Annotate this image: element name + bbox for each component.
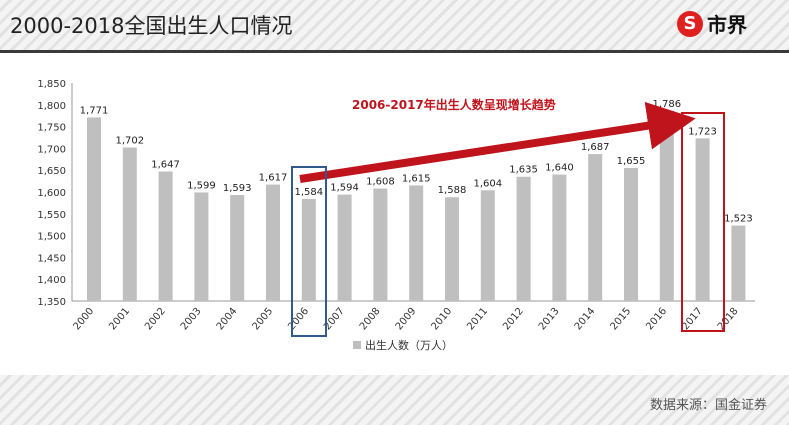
y-tick-label: 1,400 xyxy=(37,275,66,286)
y-tick-label: 1,350 xyxy=(37,297,66,308)
data-label-2003: 1,599 xyxy=(187,180,216,191)
y-tick-label: 1,500 xyxy=(37,232,66,243)
data-label-2007: 1,594 xyxy=(330,183,359,194)
data-label-2013: 1,640 xyxy=(545,163,574,174)
x-tick-label: 2017 xyxy=(680,306,705,333)
logo-icon: S xyxy=(677,10,703,37)
bar-2003 xyxy=(194,192,209,301)
x-tick-label: 2000 xyxy=(72,306,97,333)
bar-2000 xyxy=(87,117,101,301)
footer-bar xyxy=(0,375,789,425)
y-tick-label: 1,550 xyxy=(37,210,66,221)
x-tick-label: 2013 xyxy=(537,306,562,333)
legend-swatch xyxy=(353,341,361,349)
y-tick-label: 1,850 xyxy=(37,79,66,90)
bar-2005 xyxy=(266,184,280,301)
data-label-2011: 1,604 xyxy=(473,178,502,189)
data-label-2016: 1,786 xyxy=(652,99,681,110)
logo: S 市界 xyxy=(677,9,747,38)
data-label-2015: 1,655 xyxy=(617,156,646,167)
highlight-box-2006 xyxy=(291,166,327,337)
data-label-2018: 1,523 xyxy=(724,214,753,225)
bar-2015 xyxy=(624,168,638,301)
x-tick-label: 2010 xyxy=(430,306,455,333)
data-label-2010: 1,588 xyxy=(438,185,467,196)
data-label-2009: 1,615 xyxy=(402,173,431,184)
page-title: 2000-2018全国出生人口情况 xyxy=(10,14,293,38)
bar-2007 xyxy=(337,194,352,301)
data-label-2017: 1,723 xyxy=(688,126,717,137)
bar-2008 xyxy=(373,188,388,301)
y-tick-label: 1,600 xyxy=(37,188,66,199)
x-tick-label: 2016 xyxy=(644,306,669,333)
header-bar xyxy=(0,0,789,53)
data-label-2001: 1,702 xyxy=(115,136,144,147)
x-tick-label: 2011 xyxy=(465,306,490,333)
bar-2010 xyxy=(445,197,459,301)
x-tick-label: 2009 xyxy=(394,306,419,333)
data-label-2004: 1,593 xyxy=(223,183,252,194)
x-tick-label: 2015 xyxy=(609,306,634,333)
data-label-2005: 1,617 xyxy=(259,173,288,184)
bar-2006 xyxy=(301,198,316,301)
y-tick-label: 1,450 xyxy=(37,253,66,264)
bar-2012 xyxy=(516,176,531,301)
x-tick-label: 2003 xyxy=(179,306,204,333)
x-tick-label: 2004 xyxy=(215,306,240,333)
bar-2016 xyxy=(659,110,674,302)
x-tick-label: 2002 xyxy=(143,306,168,333)
x-tick-label: 2006 xyxy=(286,306,311,333)
logo-text: 市界 xyxy=(707,13,747,37)
x-tick-label: 2012 xyxy=(501,306,526,333)
data-label-2000: 1,771 xyxy=(80,105,109,116)
x-tick-label: 2014 xyxy=(573,306,598,333)
trend-annotation: 2006-2017年出生人数呈现增长趋势 xyxy=(352,97,556,112)
data-label-2006: 1,584 xyxy=(294,187,323,198)
data-label-2008: 1,608 xyxy=(366,177,395,188)
bar-2009 xyxy=(409,185,424,301)
bar-2017 xyxy=(695,138,710,301)
bar-chart: 1,350 1,400 1,450 1,500 1,550 1,600 1,650 1,700… xyxy=(37,79,755,352)
bar-2018 xyxy=(731,225,746,301)
data-label-2012: 1,635 xyxy=(509,165,538,176)
y-tick-label: 1,800 xyxy=(37,101,66,112)
bar-2013 xyxy=(552,174,567,301)
trend-arrow xyxy=(299,101,696,183)
bar-2001 xyxy=(122,147,137,301)
x-tick-label: 2008 xyxy=(358,306,383,333)
x-tick-label: 2001 xyxy=(107,306,132,333)
bar-2002 xyxy=(158,171,173,301)
x-tick-label: 2018 xyxy=(716,306,741,333)
bar-2011 xyxy=(480,190,495,301)
y-tick-label: 1,700 xyxy=(37,144,66,155)
data-label-2014: 1,687 xyxy=(581,142,610,153)
legend-label: 出生人数（万人） xyxy=(365,338,453,352)
y-tick-label: 1,650 xyxy=(37,166,66,177)
bar-2014 xyxy=(588,154,603,301)
data-label-2002: 1,647 xyxy=(151,160,180,171)
bar-2004 xyxy=(230,195,245,301)
y-tick-label: 1,750 xyxy=(37,123,66,134)
x-tick-label: 2005 xyxy=(251,306,276,333)
data-source: 数据来源：国金证券 xyxy=(649,398,767,413)
highlight-box-2017 xyxy=(681,112,725,332)
